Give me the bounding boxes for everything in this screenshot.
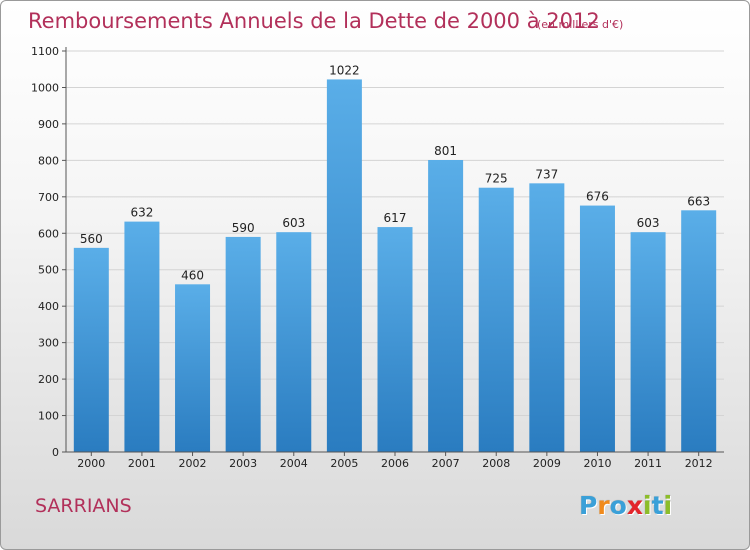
y-tick-label: 1100 (31, 45, 59, 58)
bar (326, 79, 362, 453)
bar-value-label: 1022 (329, 63, 360, 77)
logo-letter: i (663, 491, 673, 520)
bar (377, 227, 413, 452)
y-tick-label: 400 (38, 300, 59, 313)
logo-letter: x (626, 491, 643, 520)
chart-title-text: Remboursements Annuels de la Dette de 20… (28, 9, 600, 33)
chart-unit: (en milliers d'€) (537, 18, 624, 31)
bar-value-label: 560 (80, 232, 103, 246)
x-tick-label: 2011 (634, 457, 662, 470)
bar (630, 232, 666, 452)
bar-value-label: 737 (535, 167, 558, 181)
x-tick-label: 2007 (432, 457, 460, 470)
x-tick-label: 2010 (583, 457, 611, 470)
y-tick-label: 300 (38, 337, 59, 350)
bar-value-label: 460 (181, 268, 204, 282)
commune-name: SARRIANS (35, 495, 132, 517)
y-tick-label: 700 (38, 191, 59, 204)
y-tick-label: 0 (52, 446, 59, 459)
y-tick-label: 1000 (31, 81, 59, 94)
y-tick-label: 100 (38, 410, 59, 423)
bar (681, 210, 717, 452)
bar-value-label: 725 (485, 172, 508, 186)
x-tick-label: 2009 (533, 457, 561, 470)
axes: 0 100 200 300 400 500 600 700 800 900 1000 1100 2000… (31, 45, 724, 470)
logo-letter: r (597, 491, 610, 520)
bar (529, 183, 565, 452)
bar (428, 159, 464, 452)
bar (175, 284, 211, 452)
x-tick-label: 2001 (128, 457, 156, 470)
bar-value-label: 603 (637, 216, 660, 230)
chart-title: Remboursements Annuels de la Dette de 20… (28, 9, 600, 33)
bar-value-label: 617 (384, 211, 407, 225)
y-tick-label: 900 (38, 118, 59, 131)
bar (276, 232, 312, 452)
bar-value-label: 590 (232, 221, 255, 235)
logo-letter: t (651, 491, 664, 520)
data-labels: 560 632 460 590 603 1022 617 801 725 737 676 603 663 (80, 63, 710, 282)
y-tick-label: 500 (38, 264, 59, 277)
x-tick-label: 2012 (685, 457, 713, 470)
bar-value-label: 663 (687, 194, 710, 208)
bar (579, 205, 615, 452)
logo-letter: i (643, 491, 652, 520)
bar-value-label: 632 (130, 206, 153, 220)
x-tick-label: 2002 (179, 457, 207, 470)
y-tick-label: 200 (38, 373, 59, 386)
bar (225, 236, 261, 452)
y-tick-label: 800 (38, 154, 59, 167)
proxiti-logo: Proxiti (579, 491, 672, 520)
x-tick-label: 2005 (330, 457, 358, 470)
x-tick-label: 2003 (229, 457, 257, 470)
logo-letter: o (609, 491, 627, 520)
y-tick-label: 600 (38, 227, 59, 240)
bar (73, 247, 109, 452)
logo-letter: P (579, 491, 598, 520)
bar-value-label: 603 (282, 216, 305, 230)
bars (73, 79, 717, 453)
x-tick-label: 2008 (482, 457, 510, 470)
x-tick-label: 2004 (280, 457, 308, 470)
bar (478, 187, 514, 453)
bar (124, 221, 160, 452)
bar-value-label: 801 (434, 144, 457, 158)
x-tick-label: 2006 (381, 457, 409, 470)
bar-value-label: 676 (586, 190, 609, 204)
x-tick-label: 2000 (77, 457, 105, 470)
